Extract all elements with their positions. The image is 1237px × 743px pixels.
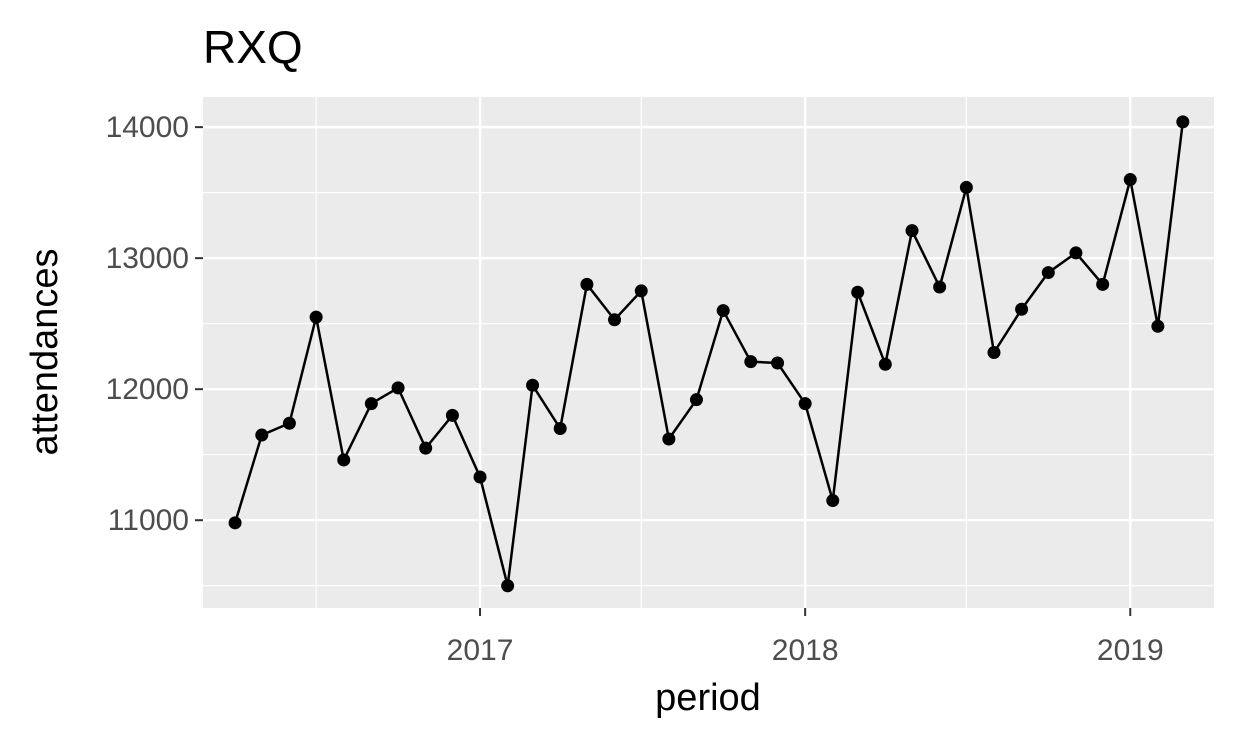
plot-panel: [203, 97, 1214, 608]
data-point: [716, 304, 730, 318]
data-point: [1069, 246, 1083, 260]
data-point: [662, 432, 676, 446]
data-point: [851, 285, 865, 299]
data-point: [526, 378, 540, 392]
data-point: [608, 313, 622, 327]
data-points: [228, 115, 1190, 593]
data-point: [445, 408, 459, 422]
data-point: [282, 416, 296, 430]
y-tick-label: 13000: [106, 242, 189, 275]
data-point: [255, 428, 269, 442]
data-point: [1123, 173, 1137, 187]
data-point: [501, 579, 515, 593]
data-point: [337, 453, 351, 467]
data-point: [364, 397, 378, 411]
x-tick-label: 2019: [1097, 634, 1164, 667]
data-point: [744, 355, 758, 369]
data-point: [634, 284, 648, 298]
data-point: [959, 180, 973, 194]
y-tick-label: 12000: [106, 373, 189, 406]
data-point: [878, 357, 892, 371]
data-point: [826, 494, 840, 508]
data-point: [798, 397, 812, 411]
y-axis: 11000 12000 13000 14000: [106, 111, 203, 537]
data-point: [1176, 115, 1190, 129]
data-point: [1015, 302, 1029, 316]
data-point: [1151, 319, 1165, 333]
y-tick-label: 11000: [108, 504, 189, 537]
data-point: [391, 381, 405, 395]
x-tick-label: 2017: [447, 634, 514, 667]
data-point: [1041, 266, 1055, 280]
data-point: [228, 516, 242, 530]
data-point: [473, 470, 487, 484]
x-axis: 2017 2018 2019: [447, 608, 1164, 667]
data-point: [905, 224, 919, 238]
chart-title: RXQ: [203, 21, 303, 73]
data-point: [580, 277, 594, 291]
y-axis-title: attendances: [24, 248, 66, 455]
data-point: [1096, 277, 1110, 291]
data-point: [933, 280, 947, 294]
data-point: [419, 441, 433, 455]
data-point: [689, 393, 703, 407]
data-point: [553, 421, 567, 435]
x-axis-title: period: [655, 677, 761, 719]
data-point: [309, 310, 323, 324]
x-tick-label: 2018: [772, 634, 839, 667]
data-point: [987, 346, 1001, 359]
y-tick-label: 14000: [106, 111, 189, 144]
data-point: [771, 356, 785, 370]
